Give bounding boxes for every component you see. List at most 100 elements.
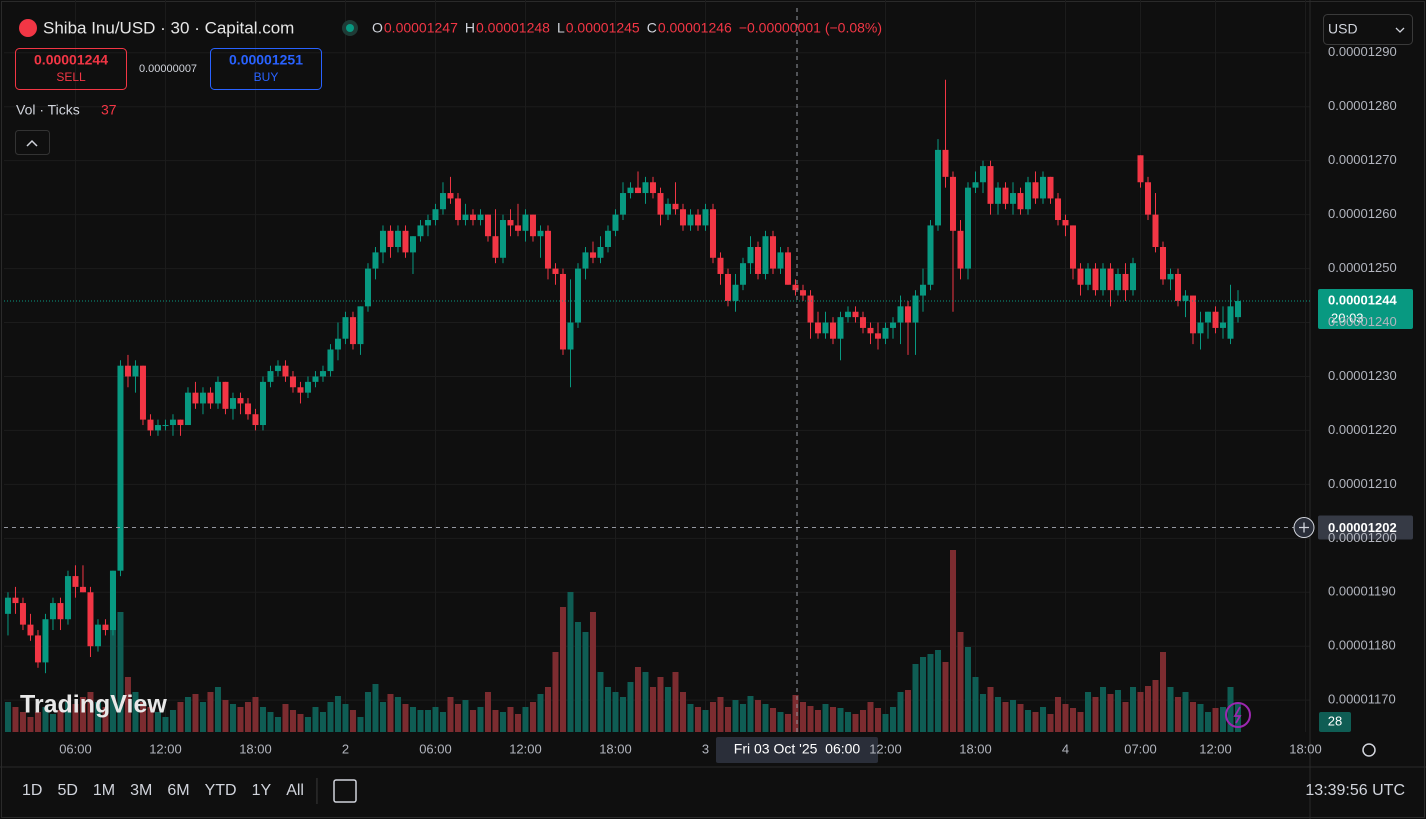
candle-body bbox=[304, 381, 311, 393]
candle-body bbox=[342, 317, 349, 339]
timeframe-button[interactable]: 5D bbox=[57, 782, 77, 799]
symbol-icon[interactable] bbox=[19, 19, 37, 37]
candle-body bbox=[597, 246, 604, 258]
ohlc-value: 0.00001246 bbox=[658, 20, 732, 36]
volume-bar bbox=[454, 704, 461, 732]
candle-body bbox=[529, 214, 536, 237]
buy-price: 0.00001251 bbox=[229, 52, 303, 68]
y-tick-label: 0.00001210 bbox=[1328, 476, 1397, 491]
volume-bar bbox=[162, 717, 169, 732]
volume-bar bbox=[1129, 687, 1136, 732]
volume-bar bbox=[589, 612, 596, 732]
timeframe-button[interactable]: 6M bbox=[167, 782, 189, 799]
volume-bar bbox=[1144, 686, 1151, 732]
volume-bar bbox=[192, 694, 199, 732]
volume-bar bbox=[237, 707, 244, 732]
candle-body bbox=[522, 214, 529, 231]
volume-bar bbox=[102, 707, 109, 732]
candle-body bbox=[184, 392, 191, 426]
volume-bar bbox=[499, 712, 506, 732]
y-tick-label: 0.00001200 bbox=[1328, 530, 1397, 545]
clock[interactable]: 13:39:56 UTC bbox=[1305, 782, 1405, 799]
candle-body bbox=[1114, 273, 1121, 291]
x-tick-label: 12:00 bbox=[869, 741, 902, 756]
candle-body bbox=[904, 306, 911, 323]
candle-body bbox=[822, 322, 829, 334]
candle-body bbox=[372, 252, 379, 269]
x-tick-label: 06:00 bbox=[59, 741, 92, 756]
buy-button[interactable] bbox=[210, 48, 322, 90]
candle-body bbox=[919, 284, 926, 296]
collapse-icon bbox=[26, 139, 38, 147]
candle-body bbox=[87, 592, 94, 647]
currency-select[interactable] bbox=[1323, 14, 1413, 45]
volume-bar bbox=[672, 672, 679, 732]
candle-body bbox=[859, 317, 866, 328]
volume-bar bbox=[379, 702, 386, 732]
volume-bar bbox=[919, 657, 926, 732]
volume-bar bbox=[979, 694, 986, 732]
candle-body bbox=[874, 333, 881, 339]
candle-body bbox=[702, 209, 709, 226]
candle-body bbox=[27, 624, 34, 636]
candle-body bbox=[792, 284, 799, 291]
date-range-button[interactable] bbox=[333, 779, 357, 803]
volume-bar bbox=[1189, 702, 1196, 732]
timeframe-button[interactable]: All bbox=[286, 782, 304, 799]
volume-bar bbox=[972, 677, 979, 732]
x-tick-label: 18:00 bbox=[239, 741, 272, 756]
volume-bar bbox=[747, 696, 754, 732]
candle-body bbox=[544, 230, 551, 269]
add-alert-plus bbox=[1299, 522, 1309, 533]
volume-bar bbox=[822, 704, 829, 732]
candle-body bbox=[454, 198, 461, 221]
timeframe-button[interactable]: 1D bbox=[22, 782, 42, 799]
timeframe-button[interactable]: 1Y bbox=[252, 782, 272, 799]
volume-bar bbox=[387, 694, 394, 732]
candle-body bbox=[19, 603, 26, 625]
sell-button[interactable] bbox=[15, 48, 127, 90]
x-tick-label: 12:00 bbox=[1199, 741, 1232, 756]
candle-body bbox=[162, 425, 169, 427]
candle-body bbox=[1227, 306, 1234, 339]
candle-body bbox=[709, 209, 716, 258]
y-tick-label: 0.00001180 bbox=[1328, 638, 1396, 653]
volume-bar bbox=[544, 687, 551, 732]
volume-bar bbox=[957, 632, 964, 732]
candle-body bbox=[1054, 198, 1061, 221]
volume-bar bbox=[72, 704, 79, 732]
candle-body bbox=[1092, 268, 1099, 291]
candle-body bbox=[1047, 176, 1054, 199]
volume-bar bbox=[1024, 710, 1031, 732]
candle-body bbox=[447, 193, 454, 199]
candle-body bbox=[882, 327, 889, 339]
candle-body bbox=[469, 214, 476, 221]
x-tick-label: 06:00 bbox=[419, 741, 452, 756]
settings-icon[interactable] bbox=[1362, 743, 1376, 757]
volume-bar bbox=[34, 712, 41, 732]
candle-body bbox=[439, 193, 446, 210]
spread: 0.00000007 bbox=[139, 63, 197, 75]
alert-icon[interactable] bbox=[1225, 702, 1251, 728]
candle-body bbox=[1159, 246, 1166, 280]
candle-body bbox=[492, 236, 499, 258]
alert-bolt bbox=[1233, 706, 1242, 724]
x-tick-label: 18:00 bbox=[959, 741, 992, 756]
candle-body bbox=[799, 290, 806, 296]
volume-bar bbox=[619, 697, 626, 732]
timeframe-button[interactable]: YTD bbox=[205, 782, 237, 799]
timeframe-button[interactable]: 1M bbox=[93, 782, 115, 799]
timeframe-button[interactable]: 3M bbox=[130, 782, 152, 799]
volume-bar bbox=[342, 704, 349, 732]
symbol-title[interactable]: Shiba Inu/USD · 30 · Capital.com bbox=[43, 18, 294, 37]
candle-body bbox=[12, 597, 19, 604]
candle-body bbox=[1039, 176, 1046, 199]
volume-bar bbox=[724, 707, 731, 732]
candles bbox=[4, 79, 1241, 674]
y-tick-label: 0.00001240 bbox=[1328, 314, 1397, 329]
volume-bar bbox=[139, 702, 146, 732]
candle-body bbox=[762, 236, 769, 274]
candle-body bbox=[949, 176, 956, 231]
candle-body bbox=[889, 322, 896, 328]
